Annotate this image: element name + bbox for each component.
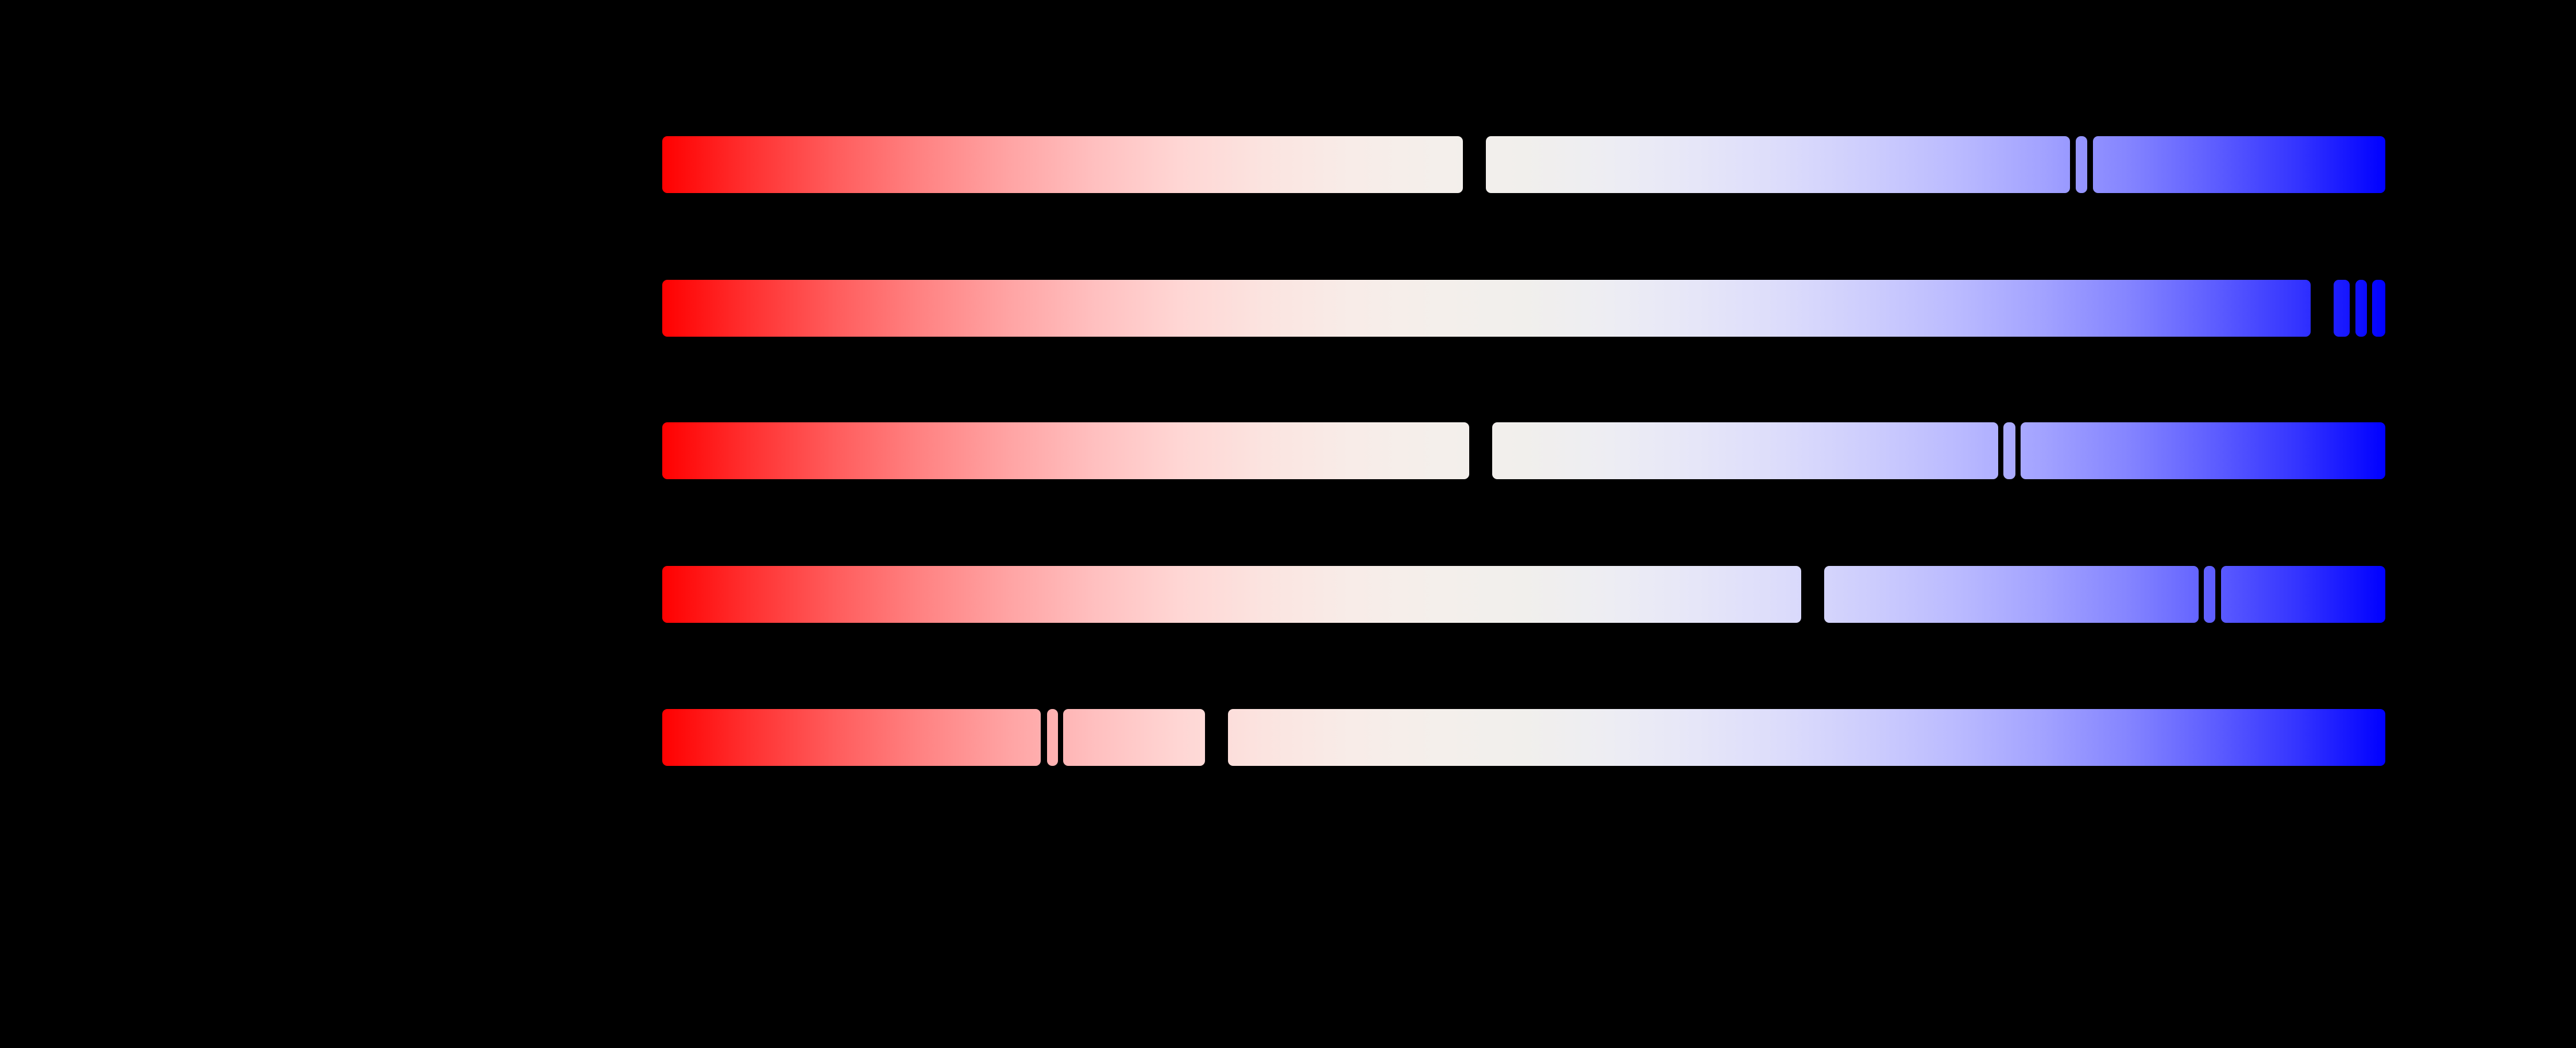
bar-segment bbox=[2021, 422, 2385, 479]
red-white-blue-gradient bbox=[1063, 709, 1205, 766]
bar-segment bbox=[662, 422, 1469, 479]
red-white-blue-gradient bbox=[2372, 280, 2385, 337]
bar-segment bbox=[662, 136, 1463, 193]
red-white-blue-gradient bbox=[662, 136, 1463, 193]
bar-segment bbox=[1063, 709, 1205, 766]
bar-segment bbox=[1047, 709, 1058, 766]
red-white-blue-gradient bbox=[662, 280, 2311, 337]
bar-segment bbox=[2334, 280, 2350, 337]
red-white-blue-gradient bbox=[1228, 709, 2385, 766]
bar-segment bbox=[2221, 566, 2385, 623]
red-white-blue-gradient bbox=[2355, 280, 2367, 337]
red-white-blue-gradient bbox=[662, 566, 1801, 623]
red-white-blue-gradient bbox=[2204, 566, 2215, 623]
gradient-bar-1 bbox=[662, 136, 2385, 193]
bar-segment bbox=[1228, 709, 2385, 766]
bar-segment bbox=[2003, 422, 2015, 479]
gradient-bar-3 bbox=[662, 422, 2385, 479]
gradient-bar-4 bbox=[662, 566, 2385, 623]
bar-segment bbox=[1824, 566, 2199, 623]
red-white-blue-gradient bbox=[1492, 422, 1998, 479]
bar-segment bbox=[662, 566, 1801, 623]
red-white-blue-gradient bbox=[2076, 136, 2087, 193]
bar-segment bbox=[1486, 136, 2070, 193]
bar-segment bbox=[2093, 136, 2385, 193]
bar-segment bbox=[2372, 280, 2385, 337]
bar-segment bbox=[662, 709, 1041, 766]
red-white-blue-gradient bbox=[2093, 136, 2385, 193]
bar-segment bbox=[662, 280, 2311, 337]
bar-segment bbox=[2204, 566, 2215, 623]
red-white-blue-gradient bbox=[2334, 280, 2350, 337]
red-white-blue-gradient bbox=[662, 709, 1041, 766]
gradient-bar-5 bbox=[662, 709, 2385, 766]
bar-segment bbox=[2076, 136, 2087, 193]
red-white-blue-gradient bbox=[2021, 422, 2385, 479]
bar-segment bbox=[1492, 422, 1998, 479]
red-white-blue-gradient bbox=[1047, 709, 1058, 766]
red-white-blue-gradient bbox=[1824, 566, 2199, 623]
bar-segment bbox=[2355, 280, 2367, 337]
red-white-blue-gradient bbox=[2003, 422, 2015, 479]
gradient-bar-2 bbox=[662, 280, 2385, 337]
red-white-blue-gradient bbox=[2221, 566, 2385, 623]
red-white-blue-gradient bbox=[1486, 136, 2070, 193]
red-white-blue-gradient bbox=[662, 422, 1469, 479]
